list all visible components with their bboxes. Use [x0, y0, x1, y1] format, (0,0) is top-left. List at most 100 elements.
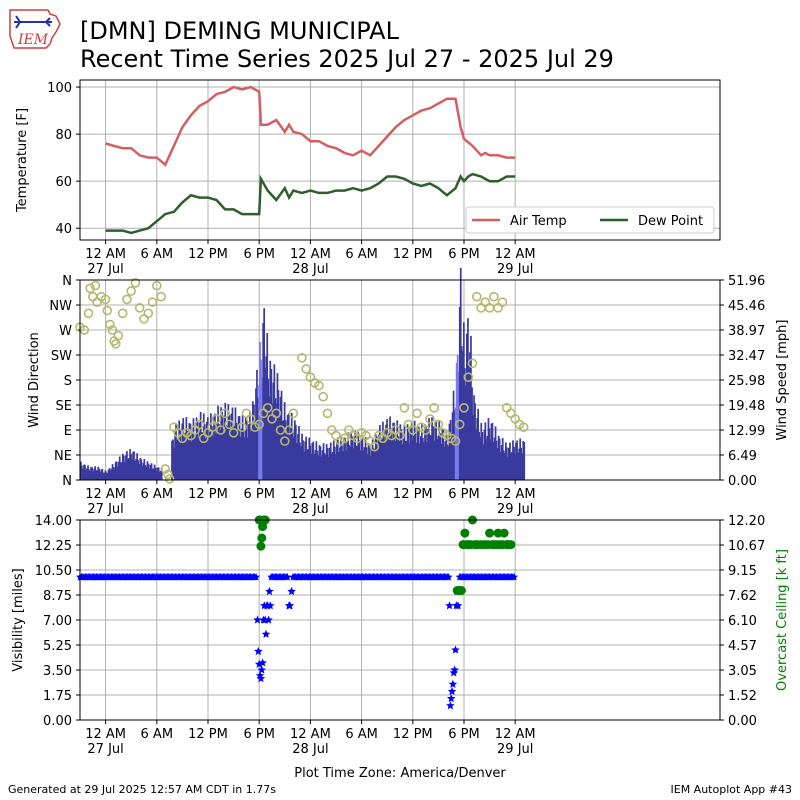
wind-speed-bar — [463, 322, 465, 480]
wind-speed-bar — [215, 433, 217, 480]
wind-direction-point — [297, 352, 307, 363]
wind-speed-bar — [255, 388, 257, 480]
y-tick-label: 8.75 — [43, 589, 72, 604]
visibility-point — [257, 665, 266, 674]
wind-speed-bar — [403, 424, 406, 480]
legend-box — [465, 206, 715, 234]
visibility-point — [254, 659, 264, 668]
wind-speed-bar — [139, 458, 142, 480]
wind-speed-bar — [224, 402, 227, 480]
svg-text:IEM: IEM — [17, 32, 49, 48]
wind-direction-point — [88, 291, 98, 302]
wind-speed-bar — [518, 448, 520, 480]
wind-speed-bar — [363, 447, 366, 480]
page-title: [DMN] DEMING MUNICIPAL — [80, 17, 399, 45]
wind-direction-point — [489, 291, 499, 302]
wind-speed-bar — [121, 462, 123, 480]
visibility-point — [448, 679, 458, 688]
wind-speed-bar — [330, 453, 333, 480]
wind-direction-point — [117, 308, 128, 319]
wind-speed-bar — [244, 416, 247, 480]
wind-direction-point — [100, 294, 111, 305]
x-tick-label: 6 AM — [141, 247, 174, 262]
visibility-point — [254, 646, 263, 656]
wind-speed-bar — [272, 382, 275, 480]
wind-direction-point — [471, 291, 482, 302]
wind-speed-bar — [495, 440, 498, 480]
y-tick-label: 7.00 — [43, 614, 72, 629]
wind-speed-bar — [187, 440, 190, 480]
wind-speed-bar — [522, 441, 525, 480]
wind-speed-bar — [440, 444, 443, 480]
wind-speed-bar — [375, 436, 378, 480]
wind-speed-bar — [407, 431, 410, 480]
wind-speed-bar — [152, 468, 155, 480]
wind-speed-bar — [93, 468, 95, 480]
wind-speed-bar — [158, 471, 161, 480]
wind-speed-bar — [302, 440, 304, 480]
wind-speed-bar — [324, 455, 327, 480]
wind-speed-bar — [275, 403, 278, 480]
wind-speed-bar — [110, 468, 113, 480]
wind-speed-bar — [243, 436, 246, 480]
wind-direction-point — [497, 297, 508, 308]
wind-speed-bar — [247, 424, 250, 480]
wind-speed-bar — [214, 413, 216, 480]
x-tick-label: 12 AM — [290, 727, 331, 742]
wind-speed-bar — [88, 469, 90, 480]
y-tick-label: 40 — [55, 222, 72, 237]
wind-speed-bar — [430, 435, 432, 480]
x-tick-label: 6 PM — [448, 487, 479, 502]
wind-speed-bar — [201, 432, 204, 480]
wind-speed-bar — [477, 408, 479, 480]
wind-speed-bar — [490, 423, 493, 480]
wind-speed-bar — [227, 404, 230, 480]
wind-speed-bar — [420, 436, 422, 480]
wind-speed-bar — [250, 431, 252, 480]
wind-speed-bar — [449, 419, 452, 480]
y2-tick-label: 12.99 — [728, 424, 765, 439]
wind-speed-bar — [277, 390, 280, 480]
wind-speed-bar — [358, 440, 361, 480]
wind-speed-bar — [493, 437, 496, 480]
wind-direction-point — [163, 469, 173, 480]
wind-speed-bar — [184, 432, 187, 480]
wind-speed-bar — [290, 412, 293, 480]
wind-speed-bar — [390, 430, 392, 480]
wind-speed-bar — [222, 431, 224, 480]
footer-generated: Generated at 29 Jul 2025 12:57 AM CDT in… — [8, 783, 276, 796]
wind-speed-bar — [254, 419, 256, 480]
y-tick-label: NE — [54, 449, 72, 464]
wind-speed-bar — [328, 447, 331, 480]
wind-speed-bar — [398, 441, 401, 480]
x-tick-date-label: 28 Jul — [292, 742, 328, 757]
wind-speed-bar — [515, 442, 517, 480]
wind-direction-point — [194, 419, 205, 430]
x-tick-label: 12 PM — [393, 727, 433, 742]
wind-direction-point — [450, 436, 461, 446]
x-tick-label: 12 AM — [290, 487, 331, 502]
wind-speed-bar — [256, 369, 258, 480]
wind-speed-bar — [327, 456, 330, 480]
wind-speed-bar — [135, 458, 137, 480]
wind-speed-bar — [138, 464, 141, 480]
wind-direction-point — [331, 430, 341, 441]
wind-speed-bar — [172, 439, 174, 480]
y-tick-label: 14.00 — [35, 514, 72, 529]
wind-speed-bar — [391, 440, 393, 480]
wind-speed-bar — [410, 423, 413, 480]
wind-direction-point — [102, 305, 113, 316]
wind-direction-point — [339, 433, 350, 444]
footer-app: IEM Autoplot App #43 — [670, 783, 793, 796]
wind-speed-bar — [342, 451, 344, 480]
y2-axis-label-wind-speed: Wind Speed [mph] — [775, 320, 790, 441]
wind-speed-bar — [105, 472, 108, 480]
wind-speed-bar — [443, 446, 446, 480]
wind-speed-bar — [344, 437, 346, 480]
wind-speed-bar — [326, 447, 329, 480]
wind-speed-bar — [191, 432, 194, 480]
wind-speed-bar — [394, 441, 397, 480]
wind-speed-bar — [435, 420, 437, 480]
wind-speed-bar — [303, 451, 305, 480]
visibility-point — [447, 686, 457, 696]
